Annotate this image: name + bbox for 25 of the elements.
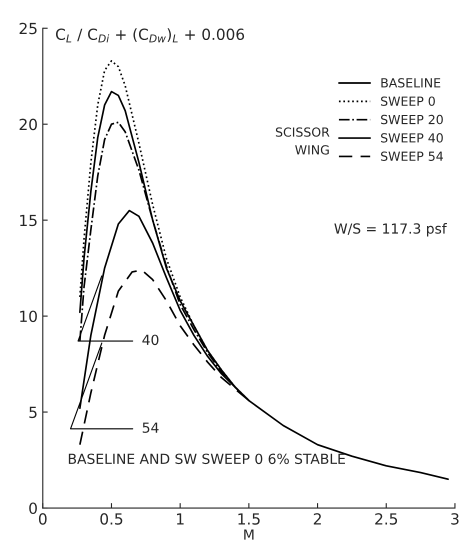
annotation: 40	[142, 334, 158, 346]
y-tick-label: 25	[20, 22, 37, 34]
annotation: BASELINE AND SW SWEEP 0 6% STABLE	[68, 454, 345, 464]
x-tick-label: 0	[38, 513, 47, 525]
x-axis-title: M	[244, 529, 254, 540]
legend-title: SCISSOR WING	[276, 127, 330, 155]
y-tick-label: 10	[20, 310, 37, 322]
x-tick-label: 1	[176, 513, 184, 524]
x-tick-label: 3	[451, 513, 459, 525]
y-tick-label: 15	[20, 214, 37, 226]
legend-label: SWEEP 0	[381, 96, 435, 106]
legend-label: SWEEP 20	[381, 114, 443, 124]
legend-label: BASELINE	[381, 78, 440, 88]
y-tick-label: 0	[29, 502, 37, 514]
y-tick-label: 20	[20, 118, 37, 130]
legend-label: SWEEP 40	[381, 133, 443, 143]
x-tick-label: 1.5	[238, 513, 260, 525]
x-tick-label: 2.5	[375, 513, 398, 525]
annotation: W/S = 117.3 psf	[334, 223, 447, 236]
legend-label: SWEEP 54	[381, 151, 443, 161]
x-tick-label: 2	[314, 513, 321, 524]
annotation: 54	[142, 422, 159, 433]
text: C$_{L}$ / C$_{Di}$ + (C$_{Dw}$)$_{L}$ + 0.006	[56, 28, 244, 42]
y-tick-label: 5	[29, 406, 37, 418]
x-tick-label: 0.5	[100, 513, 122, 525]
